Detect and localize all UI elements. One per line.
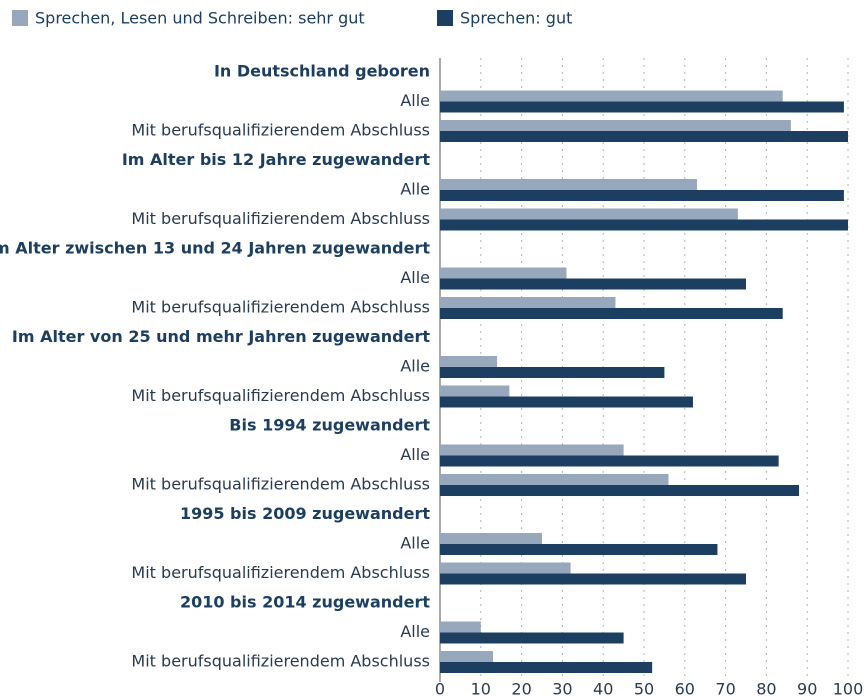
legend-swatch [12,10,28,26]
bar [440,474,669,485]
y-tick-label: Alle [400,180,430,199]
bar [440,367,665,378]
y-tick-label: Alle [400,622,430,641]
x-tick-label: 80 [756,680,776,698]
legend-label: Sprechen, Lesen und Schreiben: sehr gut [35,9,365,28]
bar [440,308,783,319]
group-header: 1995 bis 2009 zugewandert [180,504,430,523]
group-header: Im Alter bis 12 Jahre zugewandert [122,150,431,169]
bar [440,179,698,190]
y-tick-label: Mit berufsqualifizierendem Abschluss [131,386,430,405]
bar [440,544,718,555]
x-tick-label: 60 [675,680,695,698]
bar [440,120,791,131]
group-header: Bis 1994 zugewandert [229,416,430,435]
bar [440,356,498,367]
bar [440,533,542,544]
y-tick-label: Alle [400,357,430,376]
y-tick-label: Alle [400,268,430,287]
bar [440,621,481,633]
y-tick-label: Mit berufsqualifizierendem Abschluss [131,475,430,494]
bar [440,444,624,456]
x-tick-label: 90 [797,680,817,698]
x-tick-label: 30 [552,680,572,698]
x-tick-label: 100 [833,680,864,698]
group-header: Im Alter zwischen 13 und 24 Jahren zugew… [0,239,430,258]
legend-label: Sprechen: gut [460,9,572,28]
bar [440,573,746,585]
bar [440,396,693,408]
x-tick-label: 70 [715,680,735,698]
legend-swatch [437,10,453,26]
y-tick-label: Alle [400,445,430,464]
bar [440,101,844,113]
x-tick-label: 10 [471,680,491,698]
bar [440,190,844,201]
bar [440,562,571,574]
bar [440,208,738,220]
bar [440,131,848,142]
group-header: Im Alter von 25 und mehr Jahren zugewand… [12,327,430,346]
bar [440,90,783,102]
bar [440,267,567,279]
x-tick-label: 20 [511,680,531,698]
bar [440,651,494,662]
y-tick-label: Mit berufsqualifizierendem Abschluss [131,563,430,582]
bar [440,278,746,290]
y-tick-label: Mit berufsqualifizierendem Abschluss [131,121,430,140]
bar [440,297,616,308]
bar [440,662,653,673]
x-tick-label: 0 [435,680,445,698]
x-tick-label: 50 [634,680,654,698]
y-tick-label: Mit berufsqualifizierendem Abschluss [131,652,430,671]
group-header: In Deutschland geboren [214,62,430,81]
y-tick-label: Alle [400,91,430,110]
bar [440,385,510,397]
x-tick-label: 40 [593,680,613,698]
y-tick-label: Mit berufsqualifizierendem Abschluss [131,209,430,228]
bar [440,219,848,231]
y-tick-label: Mit berufsqualifizierendem Abschluss [131,298,430,317]
bar [440,485,800,496]
group-header: 2010 bis 2014 zugewandert [180,593,430,612]
bar [440,455,779,467]
y-tick-label: Alle [400,534,430,553]
bar [440,632,624,644]
